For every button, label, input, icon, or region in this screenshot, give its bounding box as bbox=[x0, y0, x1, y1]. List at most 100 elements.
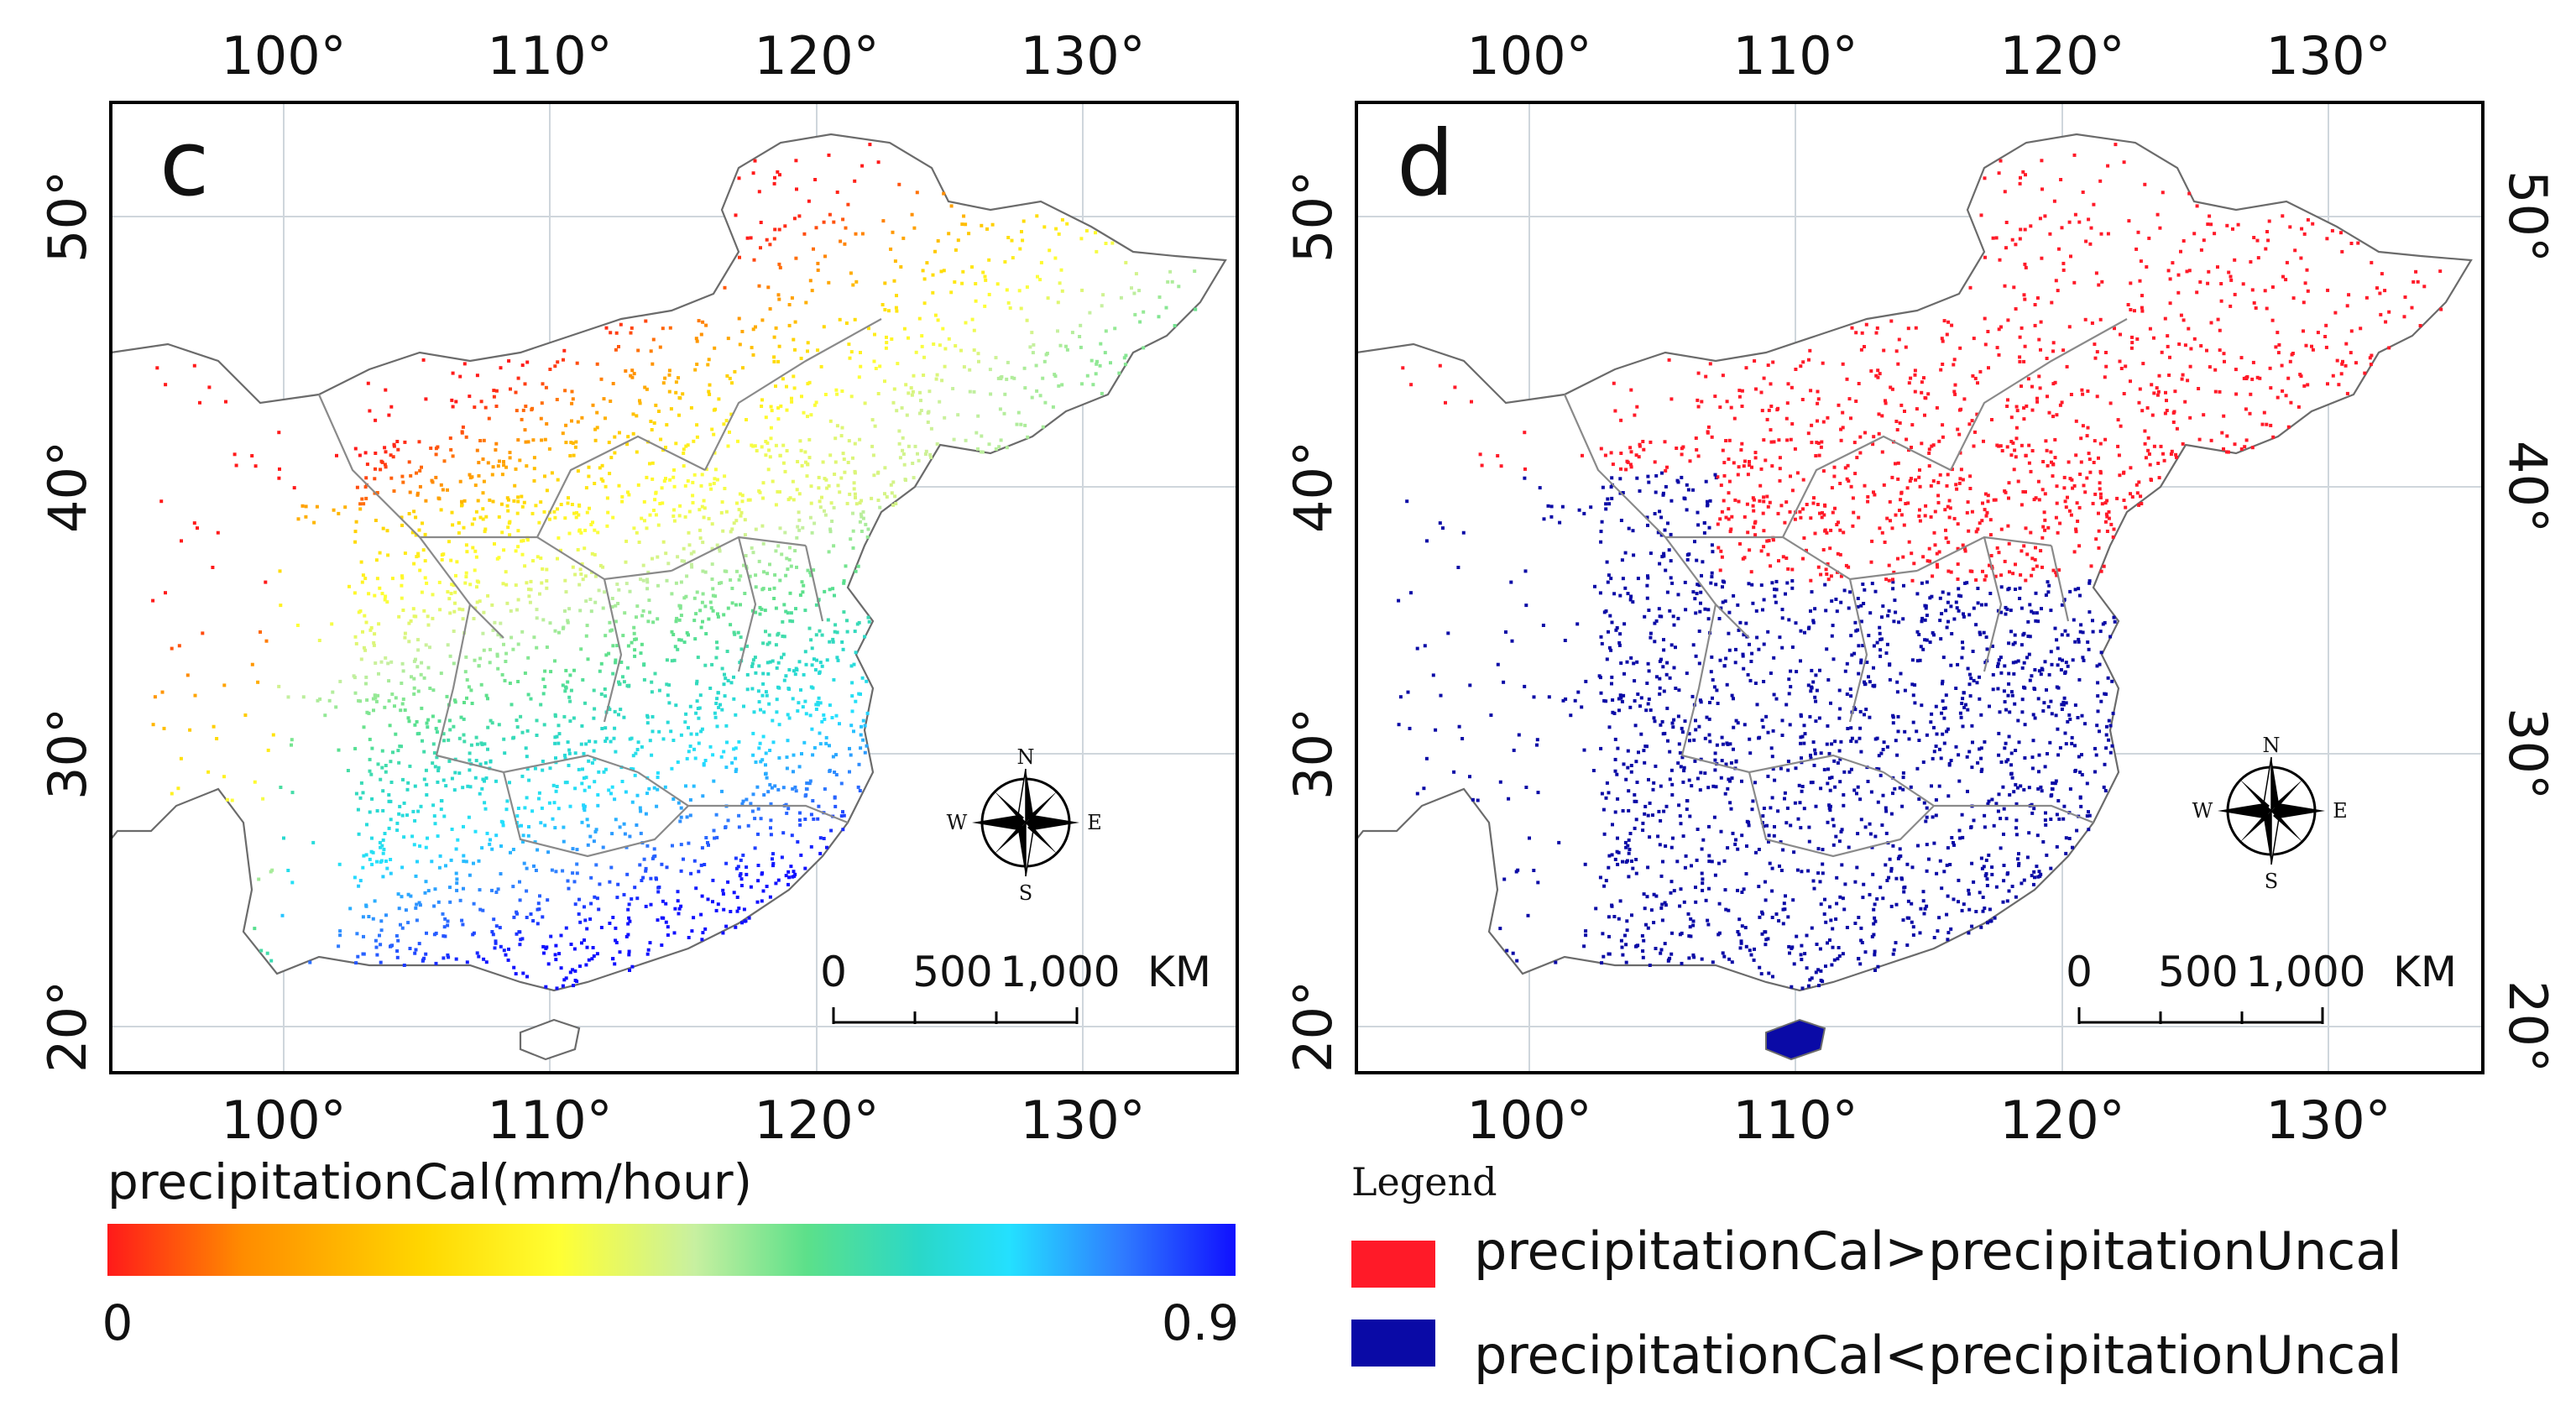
precip-dot bbox=[799, 688, 802, 692]
comparison-dot bbox=[1857, 672, 1861, 676]
precip-dot bbox=[850, 681, 854, 685]
precip-dot bbox=[385, 529, 389, 533]
comparison-dot bbox=[1978, 675, 1981, 679]
precip-dot bbox=[403, 551, 407, 556]
precip-dot bbox=[337, 862, 342, 866]
precip-dot bbox=[724, 419, 729, 423]
comparison-dot bbox=[1603, 453, 1607, 457]
precip-dot bbox=[1041, 425, 1045, 429]
precip-dot bbox=[729, 412, 734, 416]
precip-dot bbox=[531, 919, 536, 922]
comparison-dot bbox=[2056, 753, 2061, 757]
precip-dot bbox=[399, 708, 403, 713]
precip-dot bbox=[457, 521, 461, 525]
precip-dot bbox=[813, 668, 818, 672]
precip-dot bbox=[461, 922, 465, 927]
precip-dot bbox=[469, 743, 473, 747]
comparison-dot bbox=[1945, 483, 1949, 488]
comparison-dot bbox=[1976, 381, 1979, 385]
precip-dot bbox=[757, 559, 761, 563]
precip-dot bbox=[643, 385, 647, 389]
precip-dot bbox=[863, 750, 867, 755]
comparison-dot bbox=[2031, 713, 2035, 717]
precip-dot bbox=[554, 958, 558, 962]
precip-dot bbox=[644, 319, 648, 323]
precip-dot bbox=[577, 513, 581, 517]
comparison-dot bbox=[1802, 807, 1806, 811]
comparison-dot bbox=[1424, 756, 1429, 760]
comparison-dot bbox=[1859, 938, 1863, 943]
comparison-dot bbox=[2208, 365, 2212, 369]
comparison-dot bbox=[2040, 607, 2043, 611]
precip-dot bbox=[876, 471, 880, 475]
precip-dot bbox=[720, 500, 724, 504]
comparison-dot bbox=[1967, 750, 1972, 754]
comparison-dot bbox=[1734, 647, 1737, 651]
precip-dot bbox=[935, 442, 939, 446]
precip-dot bbox=[857, 375, 861, 379]
precip-dot bbox=[791, 479, 795, 483]
comparison-dot bbox=[2078, 593, 2082, 598]
comparison-dot bbox=[2231, 227, 2234, 231]
comparison-dot bbox=[1771, 975, 1774, 979]
comparison-dot bbox=[1932, 936, 1936, 939]
precip-dot bbox=[859, 364, 863, 368]
comparison-dot bbox=[2005, 899, 2009, 903]
precip-dot bbox=[769, 802, 773, 806]
precip-dot bbox=[545, 489, 549, 493]
comparison-dot bbox=[1997, 171, 2001, 175]
precip-dot bbox=[638, 806, 642, 810]
precip-dot bbox=[637, 541, 641, 544]
precip-dot bbox=[622, 680, 626, 684]
comparison-dot bbox=[2363, 371, 2367, 375]
comparison-dot bbox=[2027, 652, 2031, 656]
precip-dot bbox=[823, 393, 828, 396]
comparison-dot bbox=[1805, 966, 1809, 970]
comparison-dot bbox=[1762, 598, 1766, 602]
precip-dot bbox=[451, 454, 455, 458]
precip-dot bbox=[784, 573, 788, 577]
precip-dot bbox=[814, 400, 818, 405]
comparison-dot bbox=[1561, 698, 1565, 703]
comparison-dot bbox=[1953, 392, 1957, 396]
comparison-dot bbox=[2300, 227, 2304, 231]
precip-dot bbox=[546, 850, 551, 854]
comparison-dot bbox=[1628, 462, 1633, 467]
precip-dot bbox=[479, 682, 483, 687]
comparison-dot bbox=[2047, 583, 2051, 588]
precip-dot bbox=[785, 557, 789, 561]
comparison-dot bbox=[1740, 405, 1744, 408]
comparison-dot bbox=[1896, 362, 1900, 366]
precip-dot bbox=[516, 529, 520, 533]
precip-dot bbox=[532, 467, 536, 471]
precip-dot bbox=[414, 906, 418, 910]
comparison-dot bbox=[1838, 552, 1842, 557]
comparison-dot bbox=[2073, 588, 2077, 592]
comparison-dot bbox=[1665, 590, 1669, 594]
comparison-dot bbox=[1945, 912, 1949, 917]
precip-dot bbox=[363, 451, 368, 455]
precip-dot bbox=[849, 724, 854, 728]
comparison-dot bbox=[2035, 834, 2040, 838]
comparison-dot bbox=[2218, 348, 2222, 353]
precip-dot bbox=[243, 713, 248, 717]
comparison-dot bbox=[1849, 634, 1853, 638]
comparison-dot bbox=[1713, 395, 1717, 399]
comparison-dot bbox=[1724, 515, 1728, 520]
comparison-dot bbox=[1799, 953, 1803, 957]
comparison-dot bbox=[1710, 575, 1714, 579]
comparison-dot bbox=[2111, 711, 2115, 715]
comparison-dot bbox=[1891, 792, 1894, 796]
comparison-dot bbox=[1892, 619, 1896, 624]
precip-dot bbox=[609, 400, 613, 403]
precip-dot bbox=[739, 574, 743, 578]
precip-dot bbox=[620, 494, 624, 499]
precip-dot bbox=[583, 701, 587, 705]
precip-dot bbox=[470, 475, 474, 479]
comparison-dot bbox=[1669, 952, 1674, 956]
comparison-dot bbox=[1790, 567, 1795, 572]
comparison-dot bbox=[1591, 769, 1596, 772]
precip-dot bbox=[543, 669, 547, 673]
precip-dot bbox=[378, 933, 381, 938]
precip-dot bbox=[584, 776, 588, 780]
